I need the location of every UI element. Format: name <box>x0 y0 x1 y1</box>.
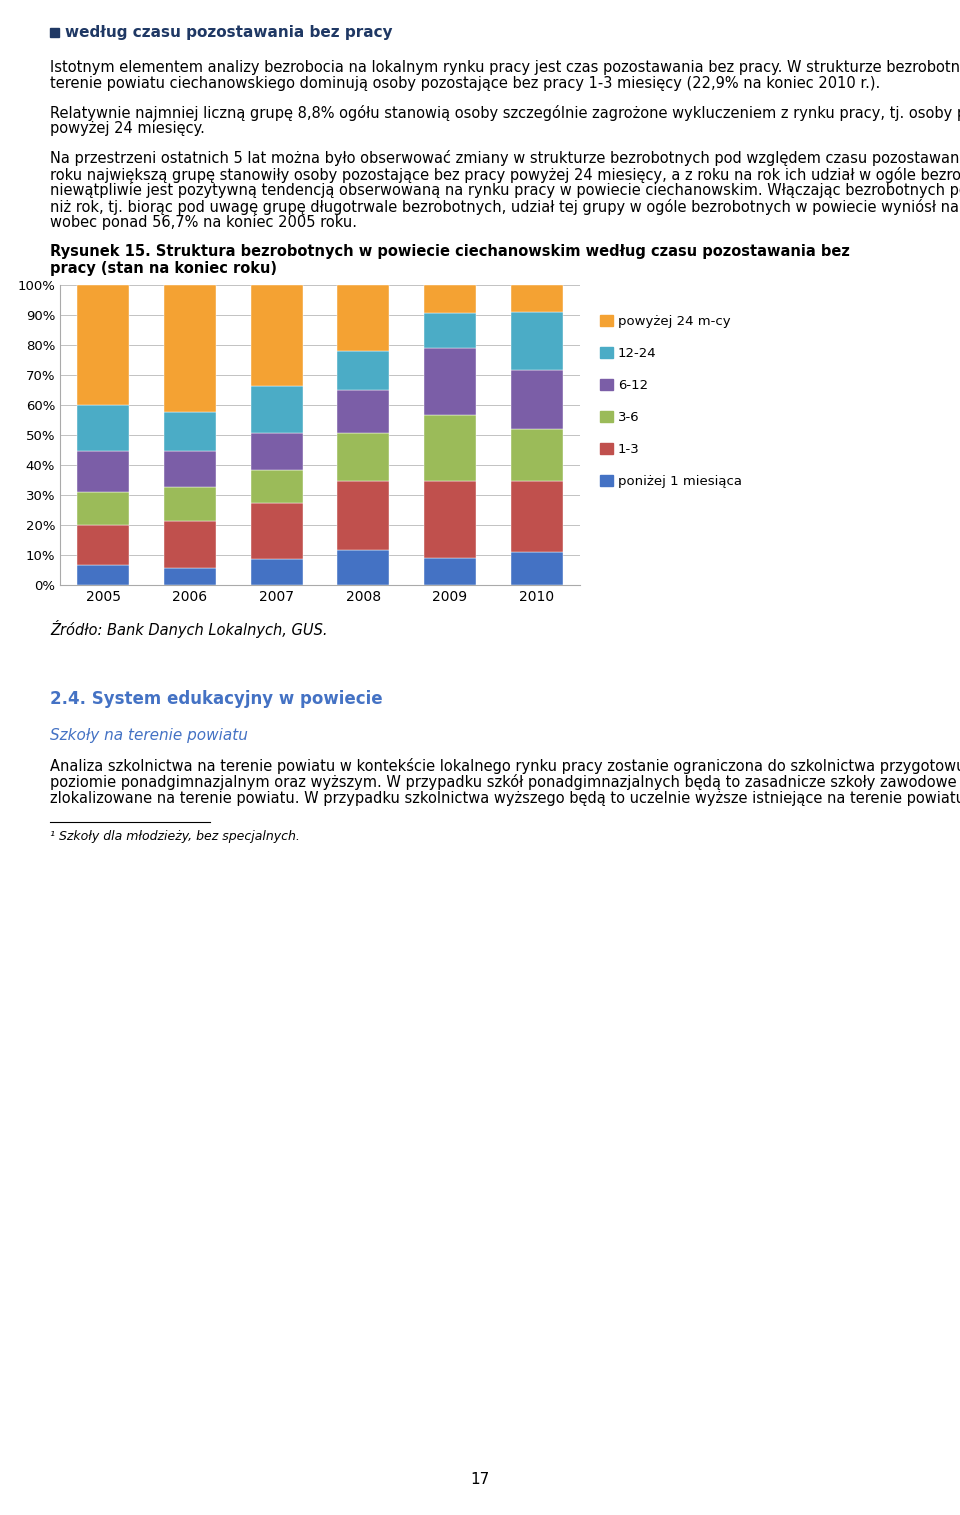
Bar <box>251 285 302 386</box>
Bar <box>511 285 563 312</box>
Bar <box>50 27 59 36</box>
Text: 12-24: 12-24 <box>618 347 657 361</box>
Text: Na przestrzeni ostatnich 5 lat można było obserwować zmiany w strukturze bezrobo: Na przestrzeni ostatnich 5 lat można był… <box>50 150 960 167</box>
Bar <box>164 450 216 486</box>
Text: pracy (stan na koniec roku): pracy (stan na koniec roku) <box>50 261 277 276</box>
Bar <box>78 526 130 565</box>
Bar <box>600 347 613 358</box>
Bar <box>78 492 130 526</box>
Text: 1-3: 1-3 <box>618 442 639 456</box>
Bar <box>511 551 563 585</box>
Text: 6-12: 6-12 <box>618 379 648 392</box>
Text: niewątpliwie jest pozytywną tendencją obserwowaną na rynku pracy w powiecie ciec: niewątpliwie jest pozytywną tendencją ob… <box>50 183 960 198</box>
Text: wobec ponad 56,7% na koniec 2005 roku.: wobec ponad 56,7% na koniec 2005 roku. <box>50 215 357 230</box>
Text: roku największą grupę stanowiły osoby pozostające bez pracy powyżej 24 miesięcy,: roku największą grupę stanowiły osoby po… <box>50 167 960 183</box>
Bar <box>337 285 390 351</box>
Text: terenie powiatu ciechanowskiego dominują osoby pozostające bez pracy 1-3 miesięc: terenie powiatu ciechanowskiego dominują… <box>50 76 880 91</box>
Text: według czasu pozostawania bez pracy: według czasu pozostawania bez pracy <box>65 26 393 39</box>
Bar <box>600 411 613 423</box>
Bar <box>424 415 476 482</box>
Text: 3-6: 3-6 <box>618 411 639 424</box>
Bar <box>251 503 302 559</box>
Text: ¹ Szkoły dla młodzieży, bez specjalnych.: ¹ Szkoły dla młodzieży, bez specjalnych. <box>50 830 300 842</box>
Bar <box>164 568 216 585</box>
Bar <box>600 442 613 454</box>
Text: Źródło: Bank Danych Lokalnych, GUS.: Źródło: Bank Danych Lokalnych, GUS. <box>50 620 327 638</box>
Bar <box>511 429 563 482</box>
Bar <box>164 486 216 521</box>
Bar <box>511 371 563 429</box>
Bar <box>251 470 302 503</box>
Bar <box>78 451 130 492</box>
Bar <box>511 312 563 371</box>
Bar <box>511 482 563 551</box>
Bar <box>337 482 390 550</box>
Bar <box>78 565 130 585</box>
Bar <box>251 559 302 585</box>
Bar <box>424 314 476 348</box>
Bar <box>424 482 476 558</box>
Bar <box>337 550 390 585</box>
Text: Analiza szkolnictwa na terenie powiatu w kontekście lokalnego rynku pracy zostan: Analiza szkolnictwa na terenie powiatu w… <box>50 758 960 774</box>
Bar <box>251 386 302 433</box>
Text: poziomie ponadgimnazjalnym oraz wyższym. W przypadku szkół ponadgimnazjalnych bę: poziomie ponadgimnazjalnym oraz wyższym.… <box>50 774 960 791</box>
Text: Relatywnie najmniej liczną grupę 8,8% ogółu stanowią osoby szczególnie zagrożone: Relatywnie najmniej liczną grupę 8,8% og… <box>50 105 960 121</box>
Bar <box>164 521 216 568</box>
Bar <box>337 351 390 389</box>
Bar <box>337 433 390 482</box>
Text: 17: 17 <box>470 1473 490 1488</box>
Text: powyżej 24 m-cy: powyżej 24 m-cy <box>618 315 731 327</box>
Bar <box>600 476 613 486</box>
Text: zlokalizowane na terenie powiatu. W przypadku szkolnictwa wyższego będą to uczel: zlokalizowane na terenie powiatu. W przy… <box>50 791 960 806</box>
Text: niż rok, tj. biorąc pod uwagę grupę długotrwale bezrobotnych, udział tej grupy w: niż rok, tj. biorąc pod uwagę grupę dług… <box>50 198 960 215</box>
Bar <box>424 285 476 314</box>
Bar <box>600 379 613 389</box>
Bar <box>337 389 390 433</box>
Text: 2.4. System edukacyjny w powiecie: 2.4. System edukacyjny w powiecie <box>50 689 383 708</box>
Bar <box>164 285 216 412</box>
Bar <box>424 348 476 415</box>
Text: Szkoły na terenie powiatu: Szkoły na terenie powiatu <box>50 729 248 742</box>
Bar <box>600 315 613 326</box>
Bar <box>424 558 476 585</box>
Bar <box>78 285 130 405</box>
Text: Rysunek 15. Struktura bezrobotnych w powiecie ciechanowskim według czasu pozosta: Rysunek 15. Struktura bezrobotnych w pow… <box>50 244 850 259</box>
Text: poniżej 1 miesiąca: poniżej 1 miesiąca <box>618 476 742 488</box>
Text: Istotnym elementem analizy bezrobocia na lokalnym rynku pracy jest czas pozostaw: Istotnym elementem analizy bezrobocia na… <box>50 61 960 76</box>
Bar <box>78 405 130 451</box>
Bar <box>164 412 216 450</box>
Text: powyżej 24 miesięcy.: powyżej 24 miesięcy. <box>50 121 204 136</box>
Bar <box>251 433 302 470</box>
